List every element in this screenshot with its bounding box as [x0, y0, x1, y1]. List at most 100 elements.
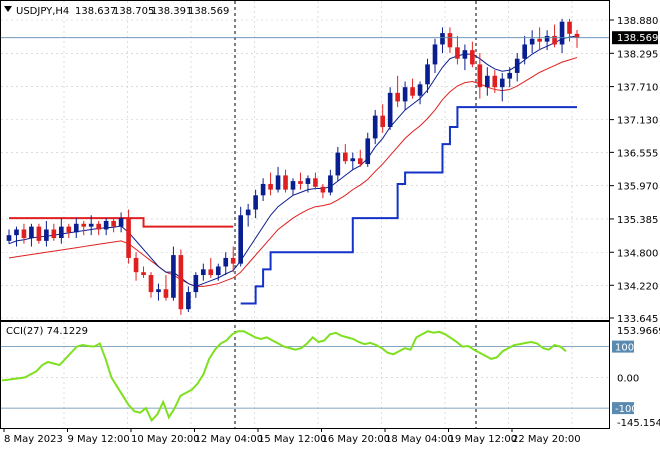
candle-body: [283, 175, 288, 190]
time-tick-label: 19 May 12:00: [449, 434, 518, 445]
cci-label: CCI(27) 74.1229: [6, 326, 88, 337]
time-tick-label: 12 May 04:00: [195, 434, 264, 445]
candle-body: [417, 84, 423, 96]
trail-stop-down-line: [9, 217, 234, 228]
cci-level-label: -100: [615, 404, 638, 415]
candlesticks: [6, 18, 580, 315]
candle-body: [238, 215, 244, 264]
candle-body: [380, 115, 386, 128]
candle-body: [156, 289, 161, 293]
candle-body: [126, 218, 131, 258]
candle-body: [186, 292, 191, 310]
candle-body: [320, 186, 326, 193]
price-tick-label: 134.800: [617, 248, 658, 259]
price-tick-label: 134.220: [617, 281, 658, 292]
candle-body: [350, 158, 356, 162]
symbol-label: USDJPY,H4: [16, 6, 69, 17]
candle-body: [200, 269, 206, 276]
cci-tick-label: 0.00: [617, 373, 639, 384]
trail-stop-up-line: [240, 106, 577, 305]
candle-body: [499, 78, 505, 88]
candle-body: [313, 178, 318, 187]
dropdown-triangle-icon[interactable]: [4, 6, 12, 12]
trailing-stop-lines: [9, 106, 577, 305]
candle-body: [492, 75, 498, 88]
candle-body: [260, 183, 266, 196]
cci-level-tag: [612, 340, 634, 353]
price-tick-label: 138.880: [617, 16, 658, 27]
candle-body: [477, 64, 483, 88]
candle-body: [372, 115, 378, 139]
candle-body: [357, 158, 363, 165]
cci-line: [1, 330, 567, 423]
candle-body: [141, 272, 146, 276]
ohlc-open: 138.637: [75, 6, 116, 17]
candle-body: [559, 21, 565, 45]
time-tick-label: 8 May 2023: [4, 434, 63, 445]
candle-body: [574, 33, 580, 38]
candle-body: [171, 255, 176, 298]
candle-body: [178, 255, 184, 310]
candle-body: [470, 50, 475, 65]
ohlc-close: 138.569: [188, 6, 229, 17]
candle-body: [193, 275, 199, 293]
candle-body: [208, 269, 214, 276]
candle-body: [14, 229, 19, 236]
session-separators: [234, 1, 477, 428]
candle-body: [215, 266, 221, 276]
candle-body: [395, 92, 400, 102]
candle-body: [103, 220, 109, 230]
cci-line-group: [1, 330, 567, 423]
price-tick-label: 137.710: [617, 83, 658, 94]
candle-body: [36, 226, 42, 241]
candle-body: [118, 218, 124, 227]
candle-body: [365, 138, 371, 165]
candle-body: [328, 175, 333, 193]
indicator-axis[interactable]: 153.9669 100 0.00 -100 -145.1541: [612, 326, 660, 429]
candle-body: [29, 226, 34, 239]
time-tick-label: 22 May 20:00: [512, 434, 581, 445]
price-axis[interactable]: 138.880 138.295 137.710 137.130 136.555 135.9…: [609, 16, 658, 325]
time-tick-label: 18 May 04:00: [385, 434, 454, 445]
time-tick-label: 9 May 12:00: [68, 434, 130, 445]
time-tick-label: 16 May 20:00: [322, 434, 391, 445]
candle-body: [387, 92, 393, 128]
candle-body: [298, 181, 303, 184]
candle-body: [305, 178, 311, 184]
current-price-tag: 138.569: [612, 31, 658, 45]
candle-body: [163, 289, 169, 298]
cci-tick-label: 153.9669: [617, 326, 660, 337]
candle-body: [537, 38, 542, 42]
candle-body: [21, 229, 27, 239]
candle-body: [529, 38, 535, 45]
candle-body: [88, 223, 94, 227]
candle-body: [544, 35, 550, 42]
candle-body: [567, 21, 572, 34]
candle-body: [148, 275, 154, 293]
candle-body: [58, 226, 64, 239]
main-pane-frame: [0, 0, 610, 321]
candle-body: [223, 257, 229, 267]
candle-body: [410, 87, 415, 96]
cci-level-lines: [1, 346, 609, 409]
price-tick-label: 137.130: [617, 116, 658, 127]
candle-body: [455, 47, 460, 59]
candle-body: [133, 257, 139, 273]
candle-body: [111, 220, 116, 227]
main-grid: [1, 1, 609, 428]
candle-body: [552, 35, 557, 45]
price-tick-label: 135.385: [617, 215, 658, 226]
candle-body: [81, 223, 87, 227]
candle-body: [522, 44, 528, 59]
current-price-value: 138.569: [617, 33, 658, 44]
cci-level-tag: [612, 402, 634, 415]
chart-header: USDJPY,H4 138.637 138.705 138.391 138.56…: [4, 6, 229, 17]
ohlc-high: 138.705: [113, 6, 154, 17]
candle-body: [425, 64, 430, 85]
candle-body: [507, 72, 513, 79]
candle-body: [268, 183, 273, 190]
candle-body: [290, 181, 296, 190]
